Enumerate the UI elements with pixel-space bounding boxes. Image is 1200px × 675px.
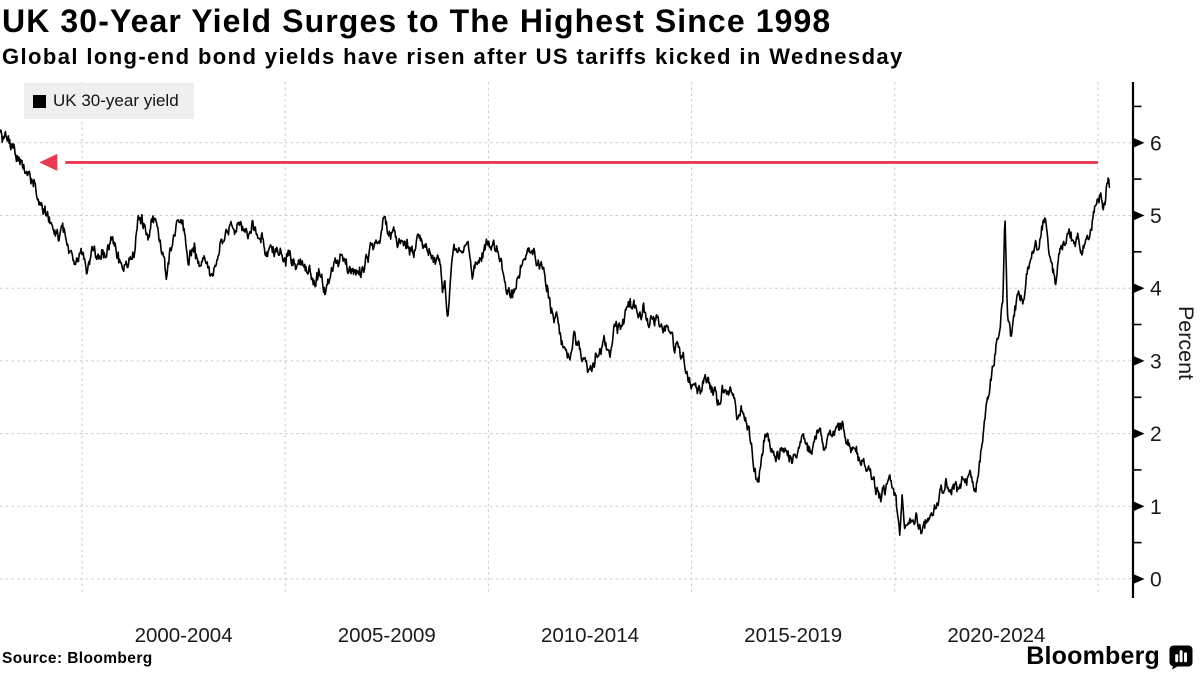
y-axis: 0 1 2 3 4 5 6 Percent [1131, 82, 1198, 598]
y-axis-major-tick-icon [1132, 210, 1145, 221]
gridlines [0, 82, 1133, 595]
yield-series [0, 128, 1111, 536]
legend-marker-icon [33, 94, 46, 108]
bloomberg-terminal-icon [1169, 645, 1193, 669]
y-axis-major-tick-icon [1132, 355, 1145, 367]
y-axis-major-tick-icon [1132, 500, 1145, 512]
y-axis-major-tick-icon [1132, 573, 1145, 585]
legend-label: UK 30-year yield [53, 91, 179, 110]
y-axis-tick-label: 4 [1150, 278, 1162, 301]
yield-line [0, 128, 1111, 536]
bloomberg-logo: Bloomberg [1026, 642, 1194, 671]
y-axis-major-tick-icon [1132, 428, 1145, 440]
y-axis-tick-label: 1 [1150, 496, 1162, 519]
x-axis-tick-label: 2020-2024 [947, 624, 1045, 647]
y-axis-tick-label: 3 [1150, 350, 1162, 373]
bloomberg-wordmark: Bloomberg [1026, 642, 1160, 670]
y-axis-major-tick-icon [1132, 282, 1145, 294]
legend: UK 30-year yield [24, 83, 194, 119]
y-axis-tick-label: 5 [1150, 205, 1162, 228]
page-subtitle: Global long-end bond yields have risen a… [2, 44, 904, 69]
y-axis-tick-label: 2 [1150, 423, 1162, 446]
arrow-head-icon [39, 153, 58, 171]
source-note: Source: Bloomberg [2, 650, 153, 667]
page-title: UK 30-Year Yield Surges to The Highest S… [2, 3, 832, 39]
y-axis-tick-label: 0 [1150, 569, 1162, 592]
y-axis-title: Percent [1174, 306, 1198, 380]
x-axis-tick-label: 2010-2014 [541, 624, 639, 647]
x-axis-tick-label: 2005-2009 [338, 624, 436, 647]
y-axis-tick-label: 6 [1150, 132, 1162, 155]
x-axis-labels: 2000-2004 2005-2009 2010-2014 2015-2019 2020… [135, 624, 1046, 647]
x-axis-tick-label: 2000-2004 [135, 624, 233, 647]
x-axis-tick-label: 2015-2019 [744, 624, 842, 647]
highest-since-1998-arrow [39, 153, 1098, 171]
y-axis-major-tick-icon [1132, 137, 1145, 149]
